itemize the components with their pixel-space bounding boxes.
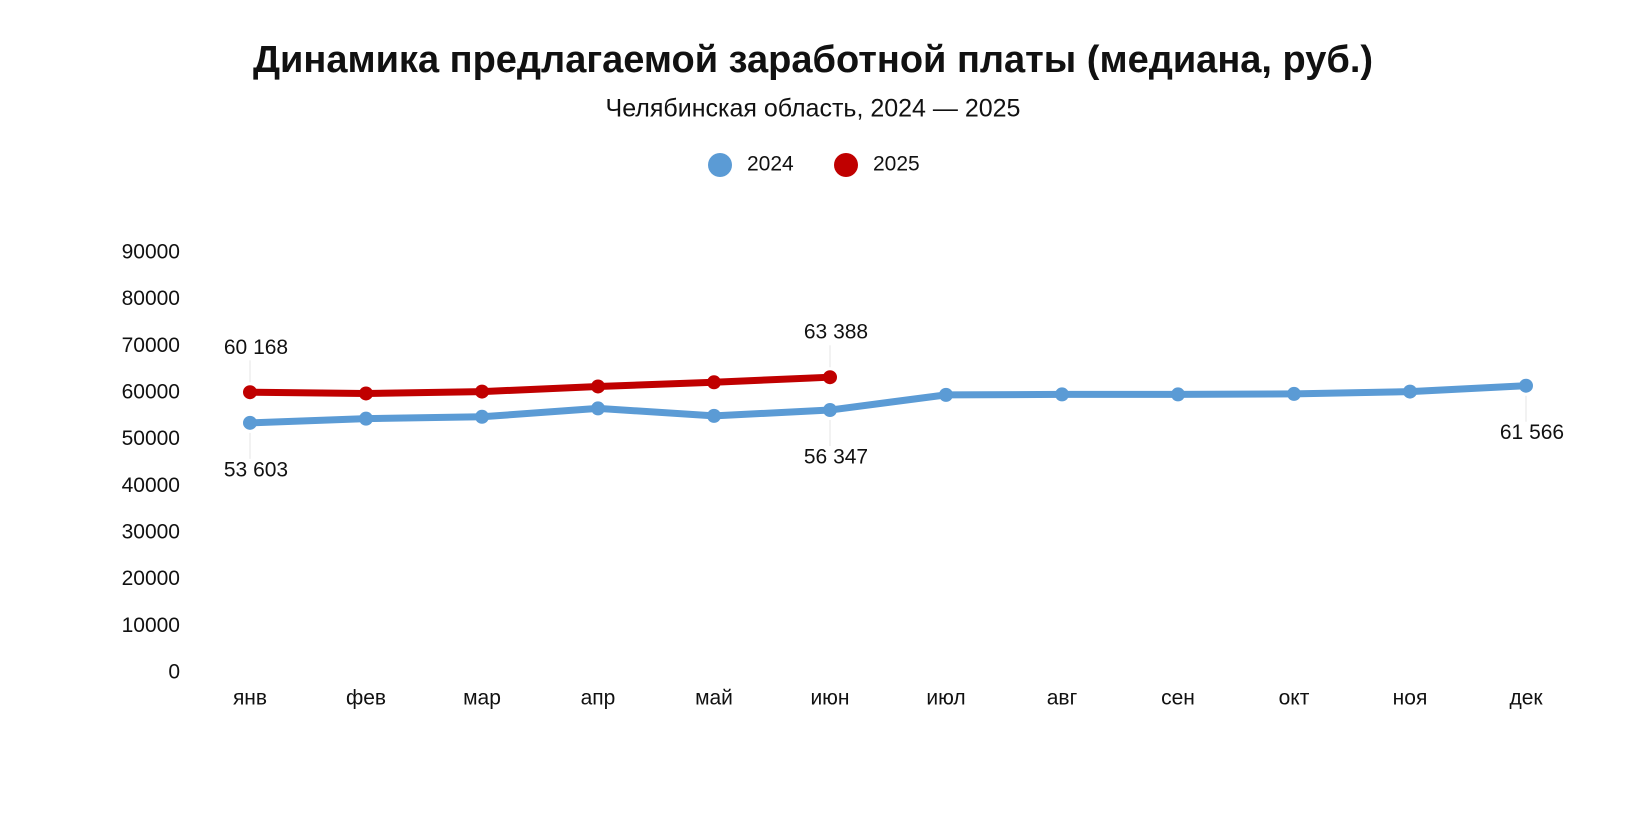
legend-marker (708, 153, 732, 177)
chart-title: Динамика предлагаемой заработной платы (… (253, 39, 1373, 81)
data-point (359, 411, 373, 426)
data-point (243, 385, 257, 400)
data-point (359, 386, 373, 401)
x-tick-label: июн (810, 687, 849, 710)
y-tick-label: 10000 (122, 614, 180, 637)
data-point (475, 384, 489, 399)
legend-label: 2024 (747, 153, 794, 176)
x-tick-label: сен (1161, 687, 1195, 710)
data-point (475, 409, 489, 424)
x-tick-label: июл (926, 687, 965, 710)
series-line (246, 382, 1530, 427)
x-tick-label: ноя (1393, 687, 1428, 710)
data-label: 60 168 (224, 336, 288, 359)
data-label: 61 566 (1500, 421, 1564, 444)
y-tick-label: 90000 (122, 241, 180, 264)
y-tick-label: 0 (168, 661, 180, 684)
data-point (243, 415, 257, 430)
x-tick-label: авг (1047, 687, 1078, 710)
data-point (591, 401, 605, 416)
y-tick-label: 30000 (122, 521, 180, 544)
data-label: 56 347 (804, 446, 868, 469)
x-tick-label: мар (463, 687, 501, 710)
legend-marker (834, 153, 858, 177)
data-label: 53 603 (224, 458, 288, 481)
y-tick-label: 80000 (122, 287, 180, 310)
x-tick-label: окт (1279, 687, 1310, 710)
data-point (1287, 386, 1301, 401)
data-point (1055, 387, 1069, 402)
y-tick-label: 20000 (122, 567, 180, 590)
data-point (707, 375, 721, 390)
x-tick-label: дек (1509, 687, 1543, 710)
x-tick-label: фев (346, 687, 386, 710)
data-point (823, 403, 837, 418)
x-tick-label: янв (233, 687, 267, 710)
legend-label: 2025 (873, 153, 920, 176)
y-tick-label: 50000 (122, 427, 180, 450)
y-tick-label: 60000 (122, 381, 180, 404)
data-point (1519, 378, 1533, 393)
data-point (1171, 387, 1185, 402)
data-point (591, 379, 605, 394)
chart-subtitle: Челябинская область, 2024 — 2025 (606, 95, 1021, 123)
y-tick-label: 70000 (122, 334, 180, 357)
data-point (823, 370, 837, 385)
x-tick-label: май (695, 687, 733, 710)
data-point (707, 408, 721, 423)
data-point (939, 387, 953, 402)
data-label: 63 388 (804, 321, 868, 344)
x-tick-label: апр (581, 687, 616, 710)
y-tick-label: 40000 (122, 474, 180, 497)
data-point (1403, 384, 1417, 399)
series-line (246, 373, 834, 397)
